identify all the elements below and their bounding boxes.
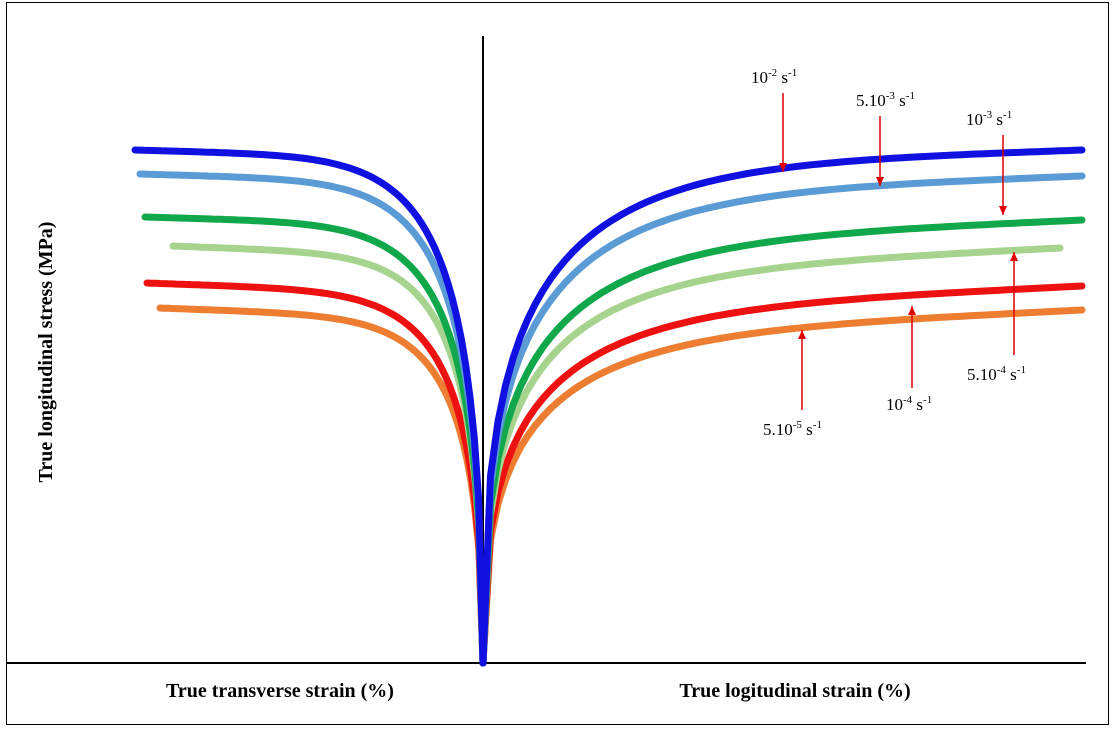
rate-label-6: 5.10-5 s-1 xyxy=(763,419,822,439)
rate-arrow-3-head xyxy=(999,206,1007,215)
series-6-right-line xyxy=(479,306,1086,667)
series-4-left-line xyxy=(169,242,487,667)
series-2-left-line xyxy=(136,170,487,667)
x-axis-title-left: True transverse strain (%) xyxy=(166,680,394,702)
series-5-left-line xyxy=(143,279,487,667)
series-5-right-line xyxy=(479,282,1086,667)
chart-frame xyxy=(6,2,1109,725)
series-3-right-line xyxy=(479,216,1086,667)
x-axis-title-right: True logitudinal strain (%) xyxy=(679,680,910,702)
series-2-right-line xyxy=(479,172,1086,667)
series-3-left-line xyxy=(141,213,487,667)
rate-arrow-1-head xyxy=(779,163,787,172)
rate-label-5: 10-4 s-1 xyxy=(886,394,932,414)
rate-arrow-6-head xyxy=(798,330,806,339)
rate-arrow-4-head xyxy=(1010,252,1018,261)
rate-label-3: 10-3 s-1 xyxy=(966,109,1012,129)
annotations-group: 10-2 s-1 5.10-3 s-1 10-3 s-1 5.10-4 s-1 10-4… xyxy=(751,67,1026,439)
rate-arrow-2-head xyxy=(876,177,884,186)
y-axis-title: True longitudinal stress (MPa) xyxy=(35,222,57,483)
series-4-right-line xyxy=(479,244,1064,667)
rate-label-4: 5.10-4 s-1 xyxy=(967,364,1026,384)
series-6-left-line xyxy=(156,304,487,667)
curves-group xyxy=(131,146,1086,667)
series-1-left-line xyxy=(131,146,487,667)
rate-label-1: 10-2 s-1 xyxy=(751,67,797,87)
rate-label-2: 5.10-3 s-1 xyxy=(856,90,915,110)
rate-arrow-5-head xyxy=(908,306,916,315)
